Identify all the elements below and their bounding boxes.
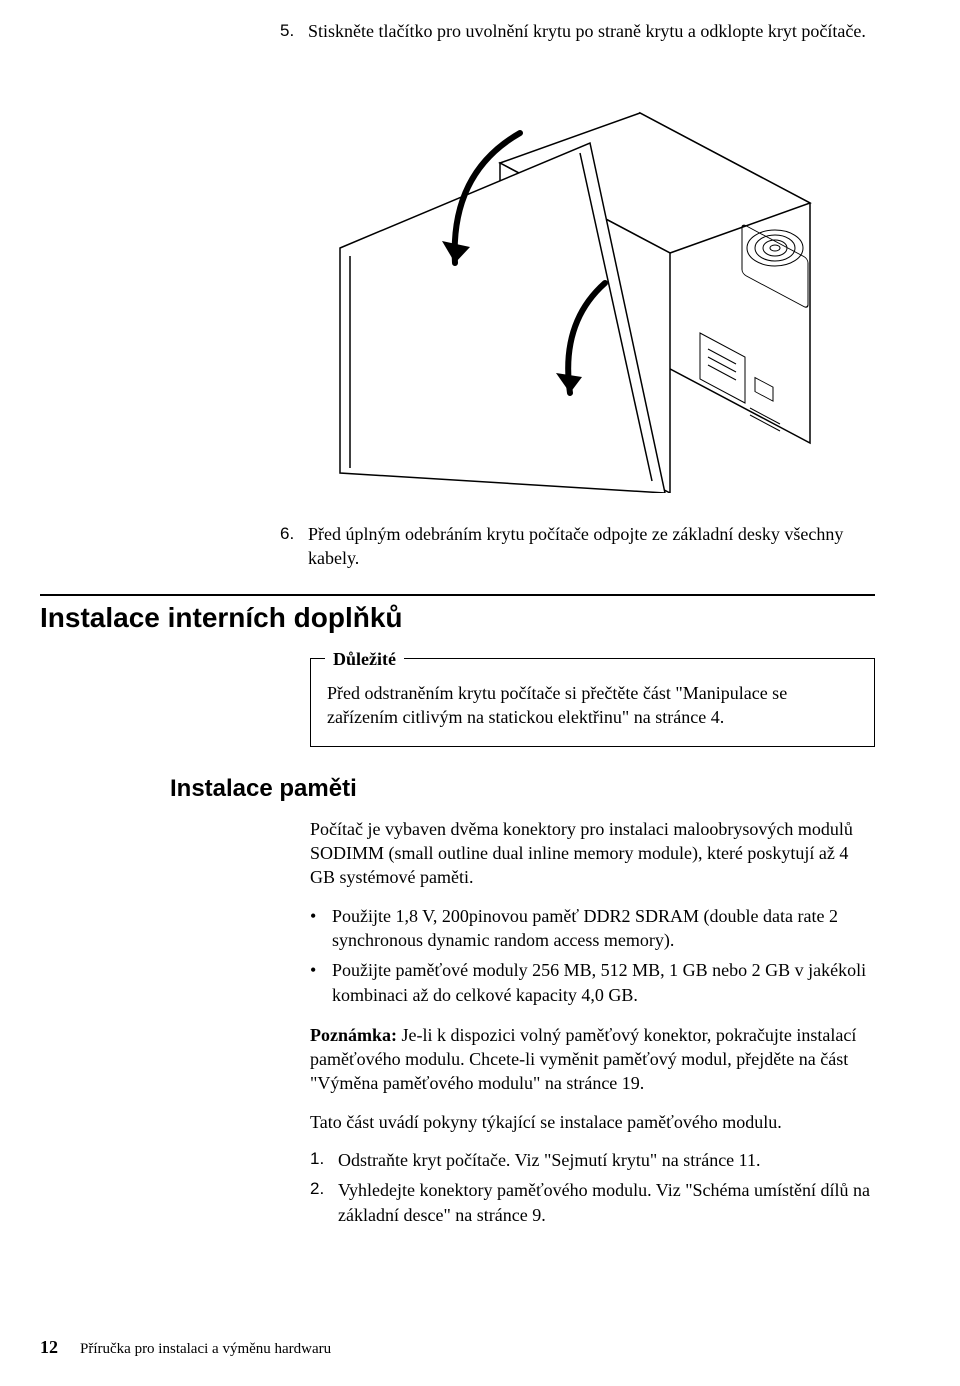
step-6: 6. Před úplným odebráním krytu počítače … [280, 523, 875, 570]
memory-instructions-intro: Tato část uvádí pokyny týkající se insta… [310, 1110, 875, 1134]
footer-doc-title: Příručka pro instalaci a výměnu hardwaru [80, 1341, 331, 1358]
memory-intro: Počítač je vybaven dvěma konektory pro i… [310, 817, 875, 890]
heading-install-internal-options: Instalace interních doplňků [40, 594, 875, 634]
heading-install-memory: Instalace paměti [170, 775, 875, 803]
bullet-2: • Použijte paměťové moduly 256 MB, 512 M… [310, 958, 875, 1007]
computer-cover-svg [280, 73, 830, 493]
mem-step-2: 2. Vyhledejte konektory paměťového modul… [310, 1178, 875, 1227]
mem-step-2-text: Vyhledejte konektory paměťového modulu. … [338, 1178, 875, 1227]
bullet-1: • Použijte 1,8 V, 200pinovou paměť DDR2 … [310, 904, 875, 953]
mem-step-1-num: 1. [310, 1148, 338, 1172]
mem-step-1-text: Odstraňte kryt počítače. Viz "Sejmutí kr… [338, 1148, 761, 1172]
step-6-number: 6. [280, 523, 308, 570]
step-5: 5. Stiskněte tlačítko pro uvolnění krytu… [280, 20, 875, 43]
note-label: Poznámka: [310, 1025, 397, 1045]
bullet-mark: • [310, 958, 332, 1007]
step-5-text: Stiskněte tlačítko pro uvolnění krytu po… [308, 20, 875, 43]
bullet-mark: • [310, 904, 332, 953]
important-box: Důležité Před odstraněním krytu počítače… [310, 658, 875, 747]
page-footer: 12 Příručka pro instalaci a výměnu hardw… [40, 1337, 331, 1358]
important-text: Před odstraněním krytu počítače si přečt… [327, 683, 787, 727]
bullet-2-text: Použijte paměťové moduly 256 MB, 512 MB,… [332, 958, 875, 1007]
memory-numbered-steps: 1. Odstraňte kryt počítače. Viz "Sejmutí… [310, 1148, 875, 1227]
step-list-top: 5. Stiskněte tlačítko pro uvolnění krytu… [280, 20, 875, 43]
mem-step-2-num: 2. [310, 1178, 338, 1227]
step-5-number: 5. [280, 20, 308, 43]
memory-section: Počítač je vybaven dvěma konektory pro i… [310, 817, 875, 1227]
step-6-text: Před úplným odebráním krytu počítače odp… [308, 523, 875, 570]
important-legend: Důležité [325, 647, 404, 671]
footer-page-number: 12 [40, 1337, 58, 1358]
mem-step-1: 1. Odstraňte kryt počítače. Viz "Sejmutí… [310, 1148, 875, 1172]
bullet-1-text: Použijte 1,8 V, 200pinovou paměť DDR2 SD… [332, 904, 875, 953]
memory-note: Poznámka: Je-li k dispozici volný paměťo… [310, 1023, 875, 1096]
cover-removal-diagram [280, 73, 875, 493]
page: 5. Stiskněte tlačítko pro uvolnění krytu… [0, 0, 960, 1253]
step-list-6: 6. Před úplným odebráním krytu počítače … [280, 523, 875, 570]
memory-bullets: • Použijte 1,8 V, 200pinovou paměť DDR2 … [310, 904, 875, 1007]
